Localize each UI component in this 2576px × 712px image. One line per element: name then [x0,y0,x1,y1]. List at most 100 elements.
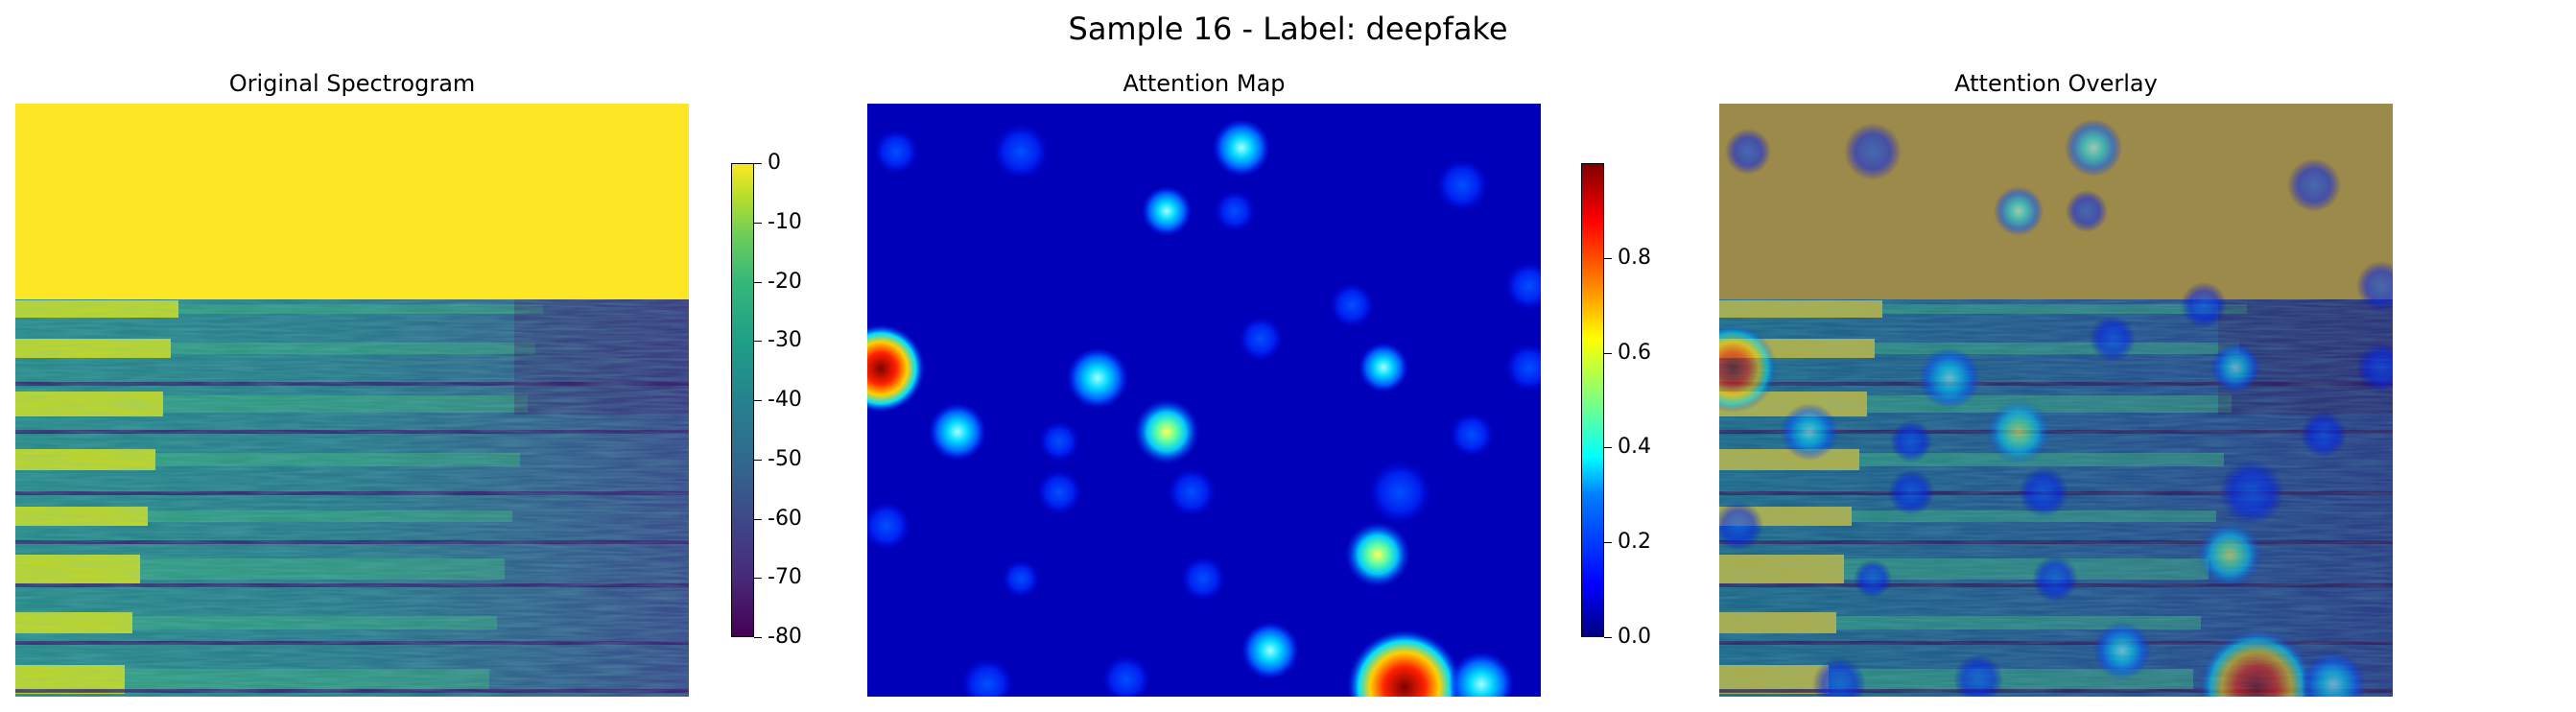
attention-hotspot [1888,469,1934,515]
attention-hotspot [2090,316,2136,362]
attention-overlay-image [1719,104,2393,697]
colorbar-tick-label: 0.2 [1618,530,1651,555]
attention-hotspot [2301,652,2366,697]
attention-hotspot [1347,629,1462,697]
colorbar-tick [754,341,762,343]
colorbar-tick [754,281,762,283]
colorbar-tick [754,578,762,580]
attention-hotspot [2287,158,2341,212]
attention-hotspot [1067,347,1128,409]
colorbar-tick-label: -40 [768,388,802,412]
attention-hotspot [1504,343,1541,392]
colorbar-tick [754,637,762,638]
original-spectrogram-title: Original Spectrogram [228,70,476,97]
colorbar-tick-label: 0.6 [1618,340,1651,365]
colorbar-tick [1604,542,1612,544]
figure-title: Sample 16 - Label: deepfake [1068,11,1508,47]
attention-hotspot [992,123,1050,180]
attention-hotspot [1134,399,1199,464]
colorbar-tick [1604,447,1612,449]
attention-hotspot [1504,261,1541,311]
attention-hotspot [1994,186,2044,236]
colorbar-tick-label: -60 [768,506,802,531]
spectrogram-texture [15,299,689,697]
colorbar-tick-label: -10 [768,209,802,234]
attention-hotspot [1214,190,1256,232]
colorbar-tick-label: -30 [768,328,802,353]
attention-hotspot [1367,460,1432,525]
attention-hotspot [2199,629,2314,697]
colorbar-tick [754,163,762,164]
colorbar-tick [754,400,762,401]
colorbar-tick-label: 0.4 [1618,435,1651,460]
attention-colorbar [1581,163,1604,637]
attention-hotspot [1167,467,1217,517]
attention-hotspot [1036,469,1082,515]
attention-hotspots [867,119,1541,697]
attention-hotspot [2210,343,2260,392]
attention-hotspot [1890,420,1932,463]
colorbar-tick-label: -80 [768,625,802,649]
attention-hotspot [2093,622,2151,679]
attention-hotspot [1241,622,1299,679]
attention-hotspot [2181,282,2227,328]
attention-hotspot [867,501,911,551]
colorbar-tick [1604,637,1612,638]
attention-map-image [867,104,1541,697]
attention-hotspot [1919,347,1980,409]
original-spectrogram-svg [15,104,689,697]
attention-hotspot [1812,657,1866,697]
attention-hotspot [1435,158,1489,212]
attention-hotspot [1449,652,1514,697]
attention-hotspot [1038,420,1080,463]
attention-hotspot [1719,324,1777,413]
attention-hotspot [1854,559,1892,598]
colorbar-tick [1604,352,1612,354]
attention-hotspot [1345,522,1410,587]
attention-hotspot [2019,467,2068,517]
spectrogram-saturated-band [15,104,689,299]
attention-hotspot [1953,654,2003,697]
colorbar-tick-label: -50 [768,446,802,471]
attention-hotspot [1329,282,1375,328]
attention-hotspot [2356,343,2393,392]
attention-map-svg [867,104,1541,697]
attention-hotspot [2066,190,2108,232]
colorbar-tick-label: 0.8 [1618,245,1651,270]
spectrogram-colorbar [731,163,754,637]
attention-hotspot [1725,129,1771,175]
colorbar-tick [754,518,762,520]
attention-hotspot [2197,522,2262,587]
attention-hotspot [929,403,986,461]
overlay-hotspots [1719,119,2393,697]
attention-hotspot [960,657,1014,697]
attention-hotspot [2032,556,2078,602]
attention-hotspot [1002,559,1040,598]
attention-hotspot [2356,261,2393,311]
attention-hotspot [1238,316,1284,362]
attention-hotspot [2065,119,2122,177]
attention-hotspot [1180,556,1226,602]
attention-hotspot [1449,412,1495,458]
attention-overlay-title: Attention Overlay [1954,70,2158,97]
attention-overlay-svg [1719,104,2393,697]
colorbar-tick [754,459,762,461]
attention-hotspot [1986,399,2051,464]
colorbar-tick-label: -70 [768,565,802,590]
attention-map-title: Attention Map [1123,70,1286,97]
attention-hotspot [1101,654,1151,697]
attention-hotspot [1359,343,1408,392]
colorbar-tick [1604,257,1612,259]
overlay-saturated-band [1719,104,2393,299]
attention-hotspot [2301,412,2347,458]
attention-hotspot [873,129,919,175]
colorbar-tick-label: 0 [768,151,781,175]
colorbar-tick-label: -20 [768,269,802,294]
attention-hotspot [2219,460,2284,525]
attention-hotspot [1781,403,1838,461]
attention-hotspot [1719,501,1763,551]
original-spectrogram-image [15,104,689,697]
attention-hotspot [1844,123,1902,180]
colorbar-tick [754,222,762,224]
attention-hotspot [1142,186,1192,236]
